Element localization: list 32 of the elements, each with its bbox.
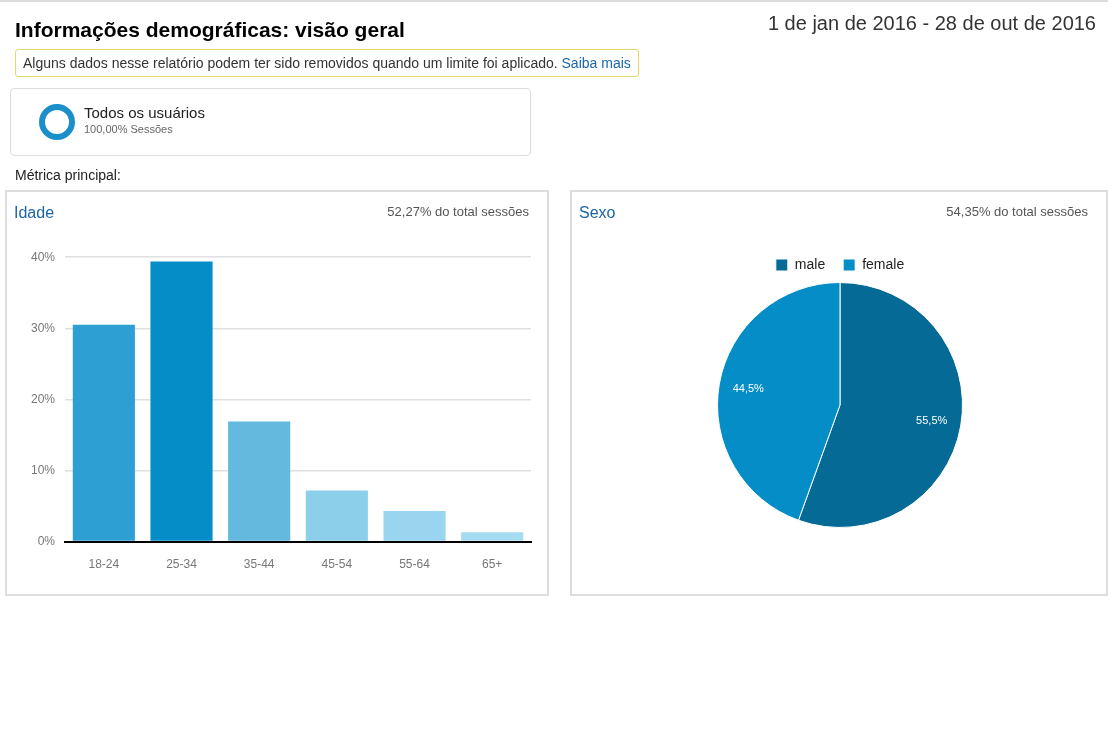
bar bbox=[228, 421, 291, 541]
data-label: 44,5% bbox=[732, 382, 765, 395]
x-tick-label: 25-34 bbox=[166, 557, 198, 572]
x-tick-label: 18-24 bbox=[88, 557, 120, 572]
text: Métrica principal: bbox=[15, 167, 121, 183]
x-tick-label: 45-54 bbox=[321, 557, 353, 572]
text: Todos os usuários bbox=[84, 104, 205, 121]
bar bbox=[150, 261, 213, 541]
text: 52,27% do total sessões bbox=[387, 204, 529, 219]
y-tick-label: 0% bbox=[37, 533, 56, 548]
text: Saiba mais bbox=[561, 55, 631, 71]
bar bbox=[461, 532, 524, 541]
chart-title: Sexo bbox=[579, 204, 616, 222]
y-tick-label: 10% bbox=[30, 462, 56, 477]
text: 100,00% Sessões bbox=[84, 123, 173, 135]
text: 1 de jan de 2016 - 28 de out de 2016 bbox=[767, 12, 1096, 35]
y-tick-label: 30% bbox=[30, 320, 56, 335]
bar bbox=[383, 511, 446, 541]
data-label: 55,5% bbox=[916, 414, 948, 427]
y-tick-label: 40% bbox=[30, 249, 56, 264]
chart-title: Idade bbox=[14, 204, 55, 222]
text: Alguns dados nesse relatório podem ter sido removidos quando um limite foi aplicado. bbox=[23, 55, 558, 71]
legend-label: female bbox=[862, 255, 905, 272]
text: 54,35% do total sessões bbox=[946, 204, 1088, 219]
bar bbox=[72, 324, 135, 541]
y-tick-label: 20% bbox=[30, 391, 56, 406]
text: Informações demográficas: visão geral bbox=[15, 18, 405, 42]
bar bbox=[305, 490, 368, 541]
x-tick-label: 65+ bbox=[481, 557, 503, 572]
legend-label: male bbox=[794, 255, 826, 272]
x-tick-label: 35-44 bbox=[243, 557, 275, 572]
x-tick-label: 55-64 bbox=[399, 557, 431, 572]
